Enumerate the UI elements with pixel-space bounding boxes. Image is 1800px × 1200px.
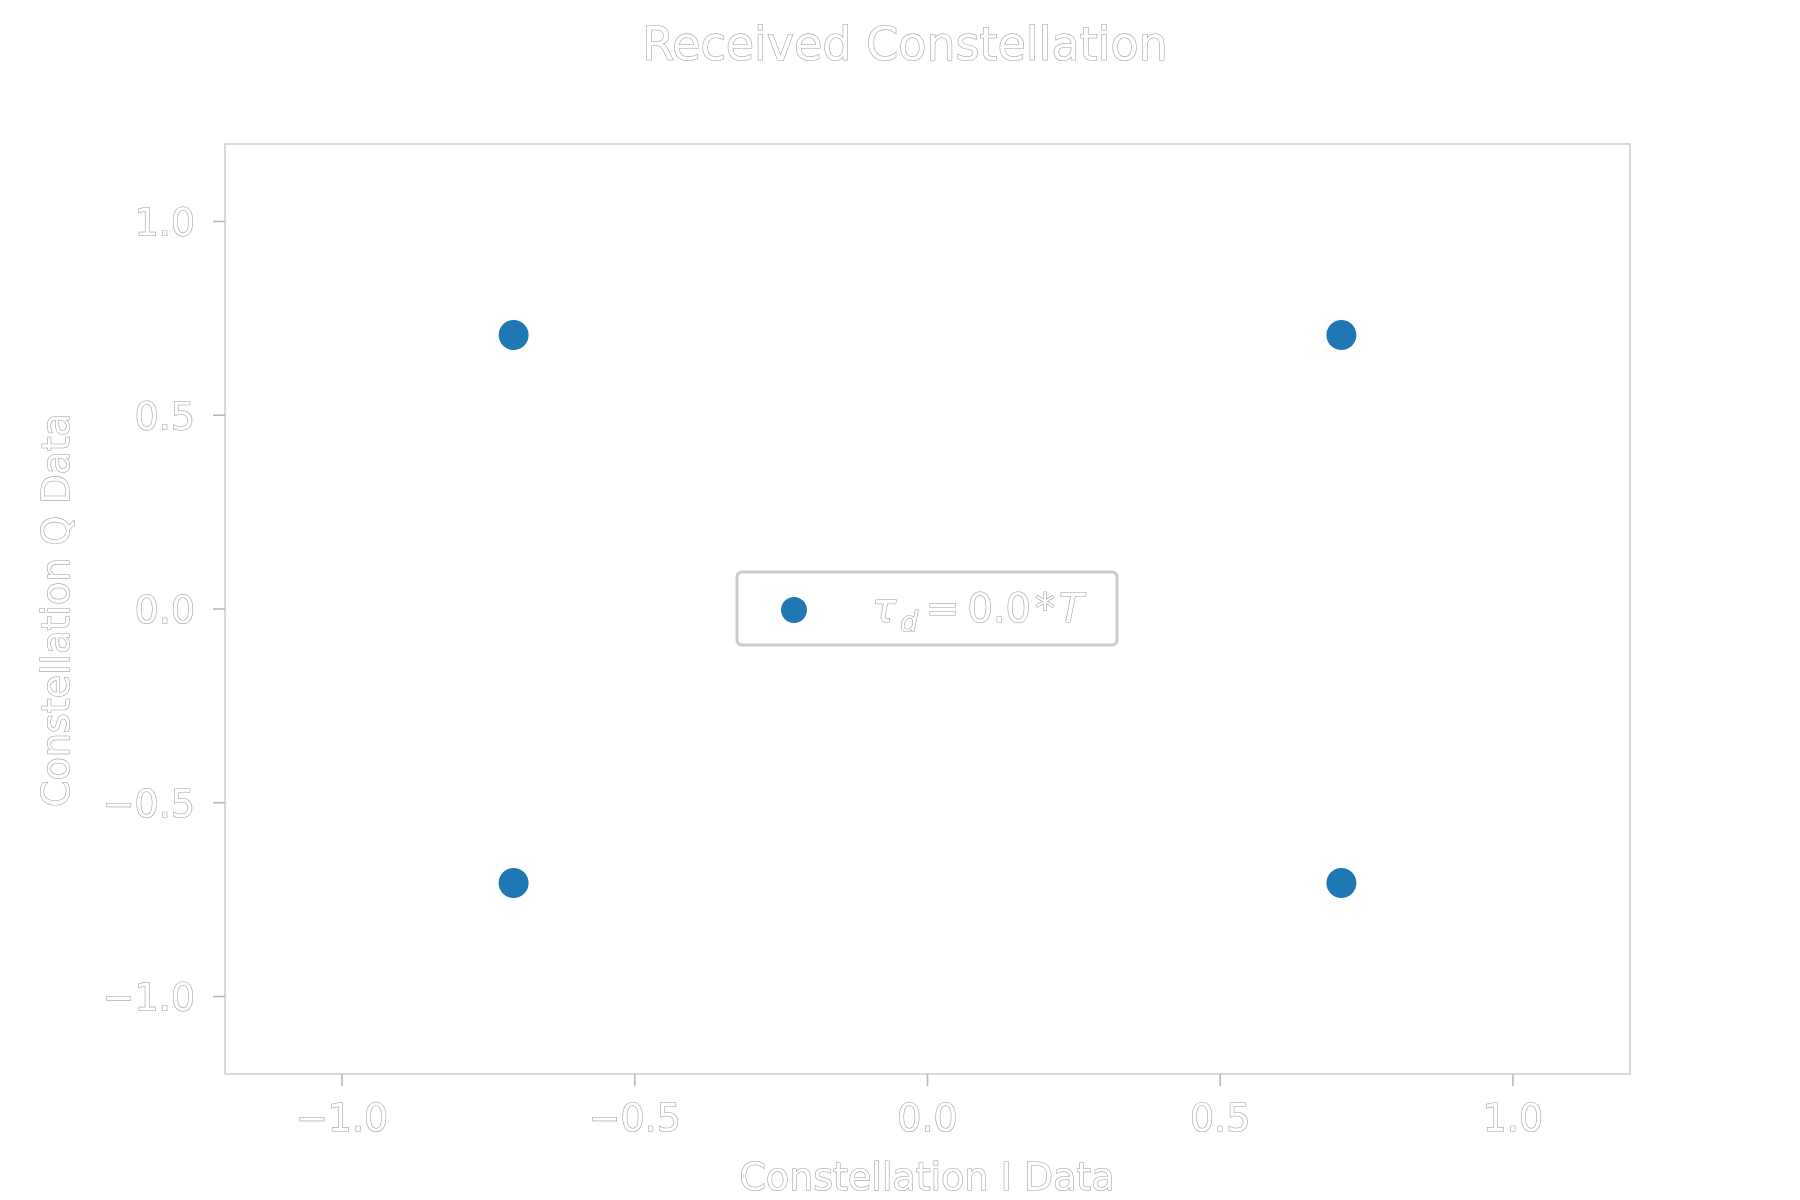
legend-subscript: d [900, 605, 918, 638]
y-axis: −1.0 −0.5 0.0 0.5 1.0 [102, 200, 225, 1020]
legend-box [735, 570, 1119, 647]
y-tick-label: 0.5 [135, 394, 195, 438]
legend-times: * [1035, 586, 1055, 632]
legend-equals: = [926, 586, 960, 632]
y-tick-label: 1.0 [135, 201, 195, 245]
x-tick-label: 1.0 [1483, 1096, 1543, 1140]
chart-title: Received Constellation [642, 17, 1168, 71]
x-tick-label: −0.5 [589, 1096, 681, 1140]
x-axis: −1.0 −0.5 0.0 0.5 1.0 [295, 1074, 1544, 1141]
y-axis-label: Constellation Q Data [34, 413, 78, 807]
x-axis-label: Constellation I Data [739, 1155, 1114, 1199]
data-point [498, 320, 529, 351]
scatter-points [498, 320, 1357, 898]
data-point [1326, 867, 1357, 898]
x-tick-label: 0.0 [897, 1096, 957, 1140]
data-point [1326, 320, 1357, 351]
legend-label: τ d = 0.0 * T [872, 586, 1087, 638]
y-tick-label: 0.0 [135, 588, 195, 632]
legend-marker [781, 597, 807, 623]
legend-tau: τ [872, 586, 897, 632]
legend-value: 0.0 [967, 586, 1031, 632]
legend: τ d = 0.0 * T [735, 570, 1119, 647]
data-point [498, 867, 529, 898]
x-tick-label: 0.5 [1190, 1096, 1250, 1140]
legend-period: T [1059, 586, 1087, 632]
x-tick-label: −1.0 [296, 1096, 388, 1140]
y-tick-label: −1.0 [103, 976, 195, 1020]
y-tick-label: −0.5 [103, 782, 195, 826]
